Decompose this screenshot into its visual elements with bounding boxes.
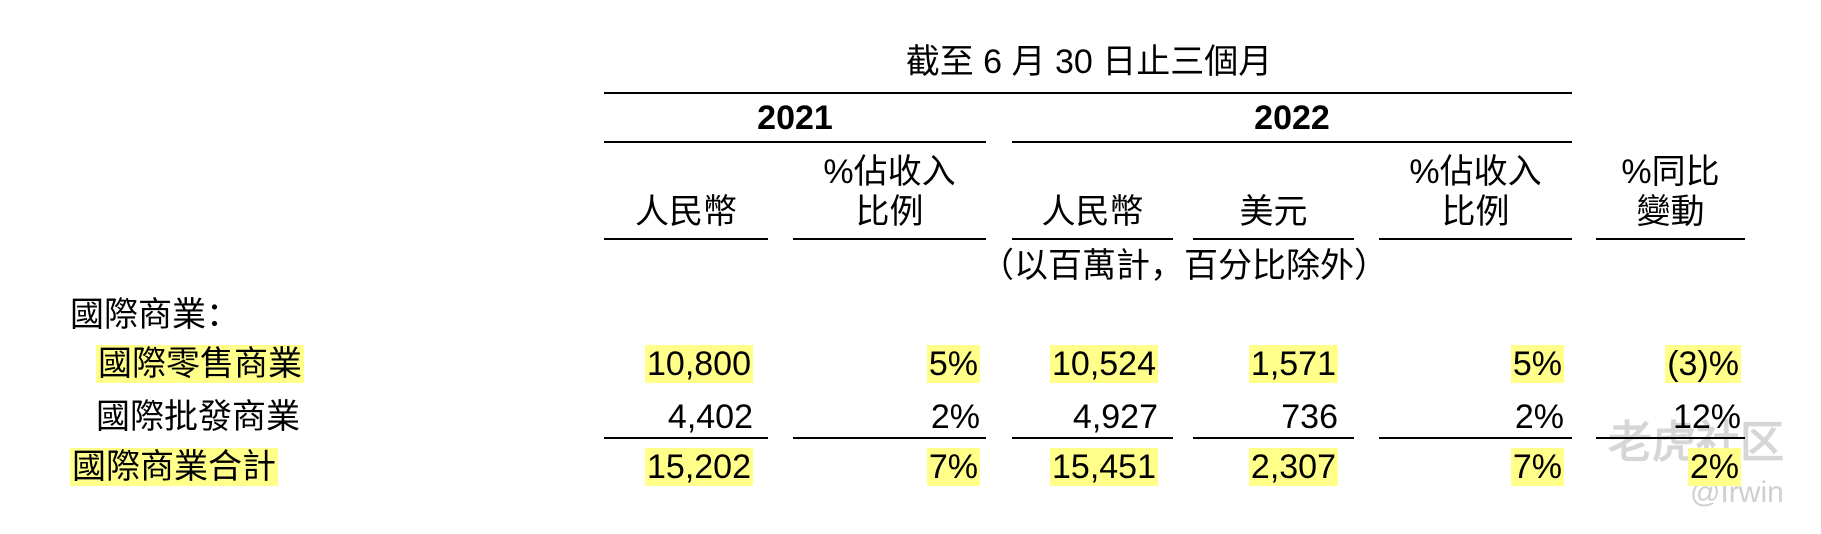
cell-value: 10,524: [1050, 345, 1158, 383]
cell-value: 7%: [926, 448, 980, 486]
row-label-text: 國際商業合計: [70, 448, 278, 486]
table-cell: 10,524: [1050, 344, 1158, 384]
rule: [793, 238, 986, 240]
table-title: 截至 6 月 30 日止三個月: [905, 43, 1273, 81]
table-cell: 1,571: [1248, 344, 1338, 384]
table-cell: 7%: [926, 447, 980, 487]
units-note: （以百萬計，百分比除外）: [980, 247, 1388, 285]
table-cell: 4,402: [668, 397, 753, 437]
table-cell: 2%: [1515, 397, 1564, 437]
row-label: 國際批發商業: [96, 397, 300, 437]
column-header: 人民幣: [1041, 193, 1144, 231]
cell-value: 2%: [1514, 398, 1564, 436]
column-header: %佔收入 比例: [1409, 153, 1542, 231]
rule: [1596, 238, 1745, 240]
cell-value: 15,451: [1050, 448, 1158, 486]
cell-value: 736: [1281, 398, 1338, 436]
table-cell: 2%: [931, 397, 980, 437]
table-cell: 2%: [1687, 447, 1741, 487]
rule: [1012, 238, 1173, 240]
table-cell: 15,451: [1050, 447, 1158, 487]
table-cell: 12%: [1673, 397, 1741, 437]
cell-value: 2,307: [1248, 448, 1338, 486]
table-cell: 7%: [1510, 447, 1564, 487]
table-cell: (3)%: [1665, 344, 1741, 384]
section-label: 國際商業：: [70, 296, 240, 334]
column-header: 美元: [1239, 193, 1308, 231]
row-label: 國際商業合計: [70, 447, 278, 487]
rule: [1193, 238, 1354, 240]
column-header: %佔收入 比例: [823, 153, 956, 231]
cell-value: 10,800: [645, 345, 753, 383]
cell-value: 4,402: [667, 398, 753, 436]
cell-value: 12%: [1672, 398, 1741, 436]
column-header: 人民幣: [635, 193, 737, 231]
rule: [793, 437, 986, 439]
table-cell: 4,927: [1073, 397, 1158, 437]
rule: [604, 238, 768, 240]
cell-value: 7%: [1510, 448, 1564, 486]
table-cell: 10,800: [645, 344, 753, 384]
rule: [1012, 437, 1173, 439]
table-cell: 15,202: [645, 447, 753, 487]
table-cell: 736: [1281, 397, 1338, 437]
table-cell: 5%: [1510, 344, 1564, 384]
rule: [1596, 437, 1745, 439]
year-header: 2021: [757, 99, 833, 137]
rule: [604, 141, 986, 143]
cell-value: 5%: [1510, 345, 1564, 383]
row-label-text: 國際零售商業: [96, 345, 304, 383]
table-cell: 2,307: [1248, 447, 1338, 487]
cell-value: 4,927: [1072, 398, 1158, 436]
table-cell: 5%: [926, 344, 980, 384]
rule: [1193, 437, 1354, 439]
cell-value: 1,571: [1248, 345, 1338, 383]
cell-value: 2%: [930, 398, 980, 436]
rule: [604, 437, 768, 439]
year-header: 2022: [1254, 99, 1330, 137]
rule: [1379, 437, 1572, 439]
cell-value: 15,202: [645, 448, 753, 486]
cell-value: 2%: [1687, 448, 1741, 486]
rule: [1012, 141, 1572, 143]
row-label-text: 國際批發商業: [96, 398, 300, 436]
rule: [604, 92, 1572, 94]
rule: [1379, 238, 1572, 240]
column-header: %同比 變動: [1621, 153, 1720, 231]
cell-value: 5%: [926, 345, 980, 383]
cell-value: (3)%: [1665, 345, 1741, 383]
row-label: 國際零售商業: [96, 344, 304, 384]
